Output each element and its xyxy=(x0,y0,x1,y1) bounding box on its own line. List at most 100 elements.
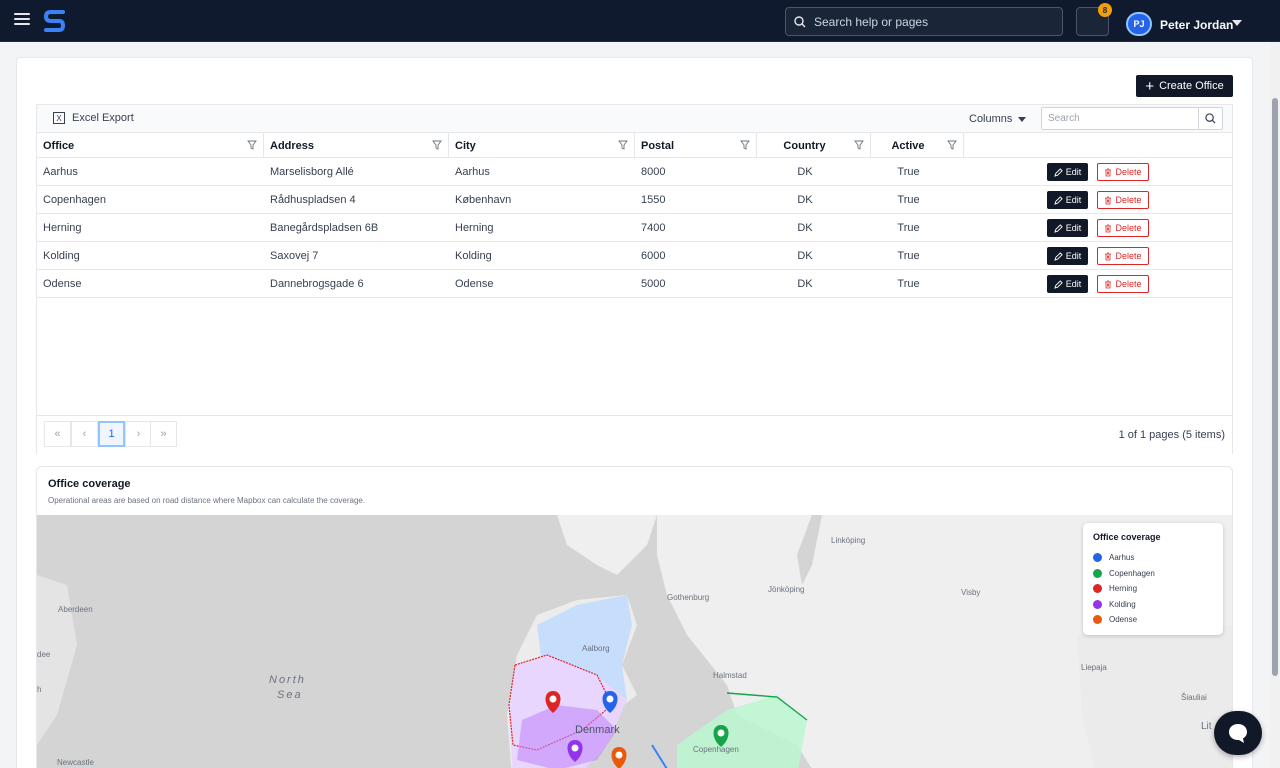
trash-icon xyxy=(1105,280,1112,288)
grid-toolbar: X Excel Export Columns xyxy=(37,105,1232,133)
edit-button[interactable]: Edit xyxy=(1047,275,1088,293)
map-pin-herning xyxy=(545,691,561,713)
map-label: dee xyxy=(37,650,51,659)
user-menu-chevron-icon[interactable] xyxy=(1232,20,1242,26)
cell-city: Kolding xyxy=(455,250,492,262)
legend-item[interactable]: Aarhus xyxy=(1093,550,1213,566)
edit-button[interactable]: Edit xyxy=(1047,163,1088,181)
map-label: Lit xyxy=(1201,721,1212,732)
page-scrollbar[interactable] xyxy=(1270,42,1280,768)
caret-down-icon xyxy=(1018,116,1027,122)
edit-button[interactable]: Edit xyxy=(1047,247,1088,265)
column-header-label: City xyxy=(455,139,476,152)
cell-country: DK xyxy=(797,222,813,234)
cell-office: Aarhus xyxy=(43,166,78,178)
grid-search-button[interactable] xyxy=(1198,108,1222,129)
global-search-input[interactable] xyxy=(814,14,1044,29)
legend-dot-icon xyxy=(1093,599,1102,609)
map-pin-odense xyxy=(611,747,627,768)
legend-label: Copenhagen xyxy=(1109,568,1155,578)
grid-search-input[interactable] xyxy=(1042,108,1198,129)
column-header-country[interactable]: Country xyxy=(757,133,871,158)
cell-city: København xyxy=(455,194,512,206)
map-label: Visby xyxy=(961,588,980,597)
delete-button[interactable]: Delete xyxy=(1097,247,1149,265)
legend-item[interactable]: Odense xyxy=(1093,612,1213,628)
filter-icon[interactable] xyxy=(618,140,628,150)
cell-city: Aarhus xyxy=(455,166,490,178)
column-header-label: Active xyxy=(891,139,925,152)
column-header-active[interactable]: Active xyxy=(871,133,964,158)
cell-country: DK xyxy=(797,250,813,262)
table-row: Odense Dannebrogsgade 6 Odense 5000 DK T… xyxy=(37,270,1232,298)
cell-address: Banegårdspladsen 6B xyxy=(270,222,379,234)
avatar[interactable]: PJ xyxy=(1126,12,1152,36)
chat-button[interactable] xyxy=(1214,711,1262,755)
column-header-address[interactable]: Address xyxy=(264,133,449,158)
delete-button[interactable]: Delete xyxy=(1097,163,1149,181)
cell-address: Dannebrogsgade 6 xyxy=(270,278,364,290)
column-header-postal[interactable]: Postal xyxy=(635,133,757,158)
cell-postal: 5000 xyxy=(641,278,666,290)
edit-button[interactable]: Edit xyxy=(1047,191,1088,209)
pager: « ‹ 1 › » 1 of 1 pages (5 items) xyxy=(37,415,1232,454)
legend-dot-icon xyxy=(1093,615,1102,625)
top-navbar: 8 PJ Peter Jordan xyxy=(0,0,1280,42)
delete-label: Delete xyxy=(1115,195,1142,205)
legend-item[interactable]: Kolding xyxy=(1093,597,1213,613)
grid-search[interactable] xyxy=(1041,107,1223,130)
coverage-subtitle: Operational areas are based on road dist… xyxy=(48,496,366,505)
edit-label: Edit xyxy=(1065,195,1082,205)
coverage-map[interactable]: Linköping Jönköping Gothenburg Visby Abe… xyxy=(37,515,1233,768)
offices-grid: X Excel Export Columns Office Address Ci… xyxy=(36,104,1233,454)
map-label: Gothenburg xyxy=(667,593,709,602)
cell-address: Marselisborg Allé xyxy=(270,166,354,178)
cell-office: Copenhagen xyxy=(43,194,107,206)
columns-button[interactable]: Columns xyxy=(969,113,1027,125)
column-header-city[interactable]: City xyxy=(449,133,635,158)
filter-icon[interactable] xyxy=(854,140,864,150)
map-label: Copenhagen xyxy=(693,745,739,754)
column-header-label: Postal xyxy=(641,139,675,152)
excel-export-label: Excel Export xyxy=(72,112,134,124)
edit-button[interactable]: Edit xyxy=(1047,219,1088,237)
filter-icon[interactable] xyxy=(432,140,442,150)
delete-button[interactable]: Delete xyxy=(1097,219,1149,237)
delete-button[interactable]: Delete xyxy=(1097,191,1149,209)
filter-icon[interactable] xyxy=(947,140,957,150)
filter-icon[interactable] xyxy=(247,140,257,150)
legend-item[interactable]: Herning xyxy=(1093,581,1213,597)
pager-prev-button[interactable]: ‹ xyxy=(71,421,98,447)
delete-button[interactable]: Delete xyxy=(1097,275,1149,293)
map-label: h xyxy=(37,685,41,694)
cell-country: DK xyxy=(797,166,813,178)
filter-icon[interactable] xyxy=(740,140,750,150)
coverage-title: Office coverage xyxy=(48,478,131,490)
cell-office: Kolding xyxy=(43,250,80,262)
map-label: Denmark xyxy=(575,724,620,736)
legend-item[interactable]: Copenhagen xyxy=(1093,566,1213,582)
legend-title: Office coverage xyxy=(1093,532,1161,542)
search-icon xyxy=(1205,113,1216,124)
pager-page-button[interactable]: 1 xyxy=(98,421,125,447)
create-office-button[interactable]: + Create Office xyxy=(1136,75,1233,97)
delete-label: Delete xyxy=(1115,279,1142,289)
plus-icon: + xyxy=(1145,77,1155,95)
scrollbar-thumb[interactable] xyxy=(1272,98,1278,676)
cell-postal: 1550 xyxy=(641,194,666,206)
global-search[interactable] xyxy=(785,7,1063,36)
user-name[interactable]: Peter Jordan xyxy=(1160,18,1234,32)
office-coverage-panel: Office coverage Operational areas are ba… xyxy=(36,466,1233,768)
pager-next-button[interactable]: › xyxy=(125,421,152,447)
excel-export-button[interactable]: X Excel Export xyxy=(53,112,134,124)
pager-first-button[interactable]: « xyxy=(44,421,71,447)
pencil-icon xyxy=(1053,251,1063,261)
cell-country: DK xyxy=(797,194,813,206)
pager-last-button[interactable]: » xyxy=(150,421,177,447)
app-logo[interactable] xyxy=(42,9,68,33)
column-header-label: Office xyxy=(43,139,75,152)
menu-icon[interactable] xyxy=(14,13,30,27)
map-label: Newcastle xyxy=(57,758,94,767)
map-label: Linköping xyxy=(831,536,865,545)
column-header-office[interactable]: Office xyxy=(37,133,264,158)
